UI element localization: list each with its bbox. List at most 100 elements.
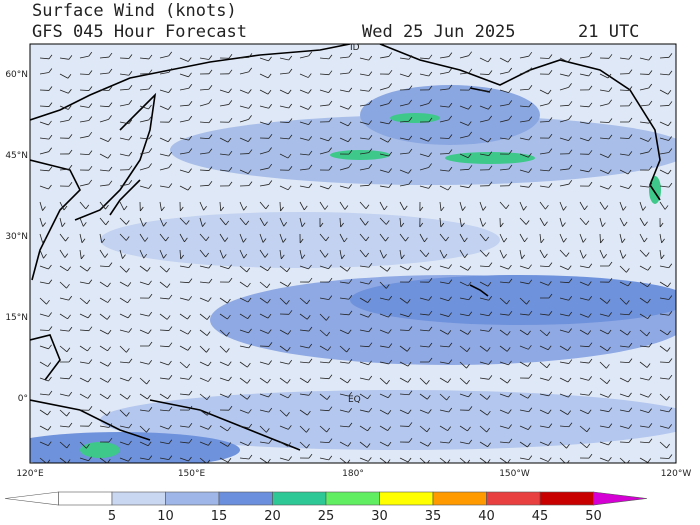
wind-barb [219,169,229,172]
wind-barb [599,425,609,428]
wind-barb [279,329,289,335]
wind-barb [219,89,229,94]
wind-barb [487,57,492,63]
wind-barb [588,342,593,347]
wind-barb [419,222,424,228]
wind-barb [488,105,492,110]
wind-barb [563,238,567,243]
wind-barb [419,265,429,271]
wind-barb [79,120,89,123]
wind-barb [368,342,373,347]
wind-barb [48,184,52,190]
wind-barb [248,343,253,349]
wind-barb [299,361,309,364]
wind-barb [168,88,172,93]
wind-barb [308,51,313,57]
wind-barb [287,330,292,335]
wind-barb [519,201,524,211]
wind-barb [199,313,208,320]
wind-barb [239,329,249,334]
wind-barb [466,347,471,352]
wind-barb [608,99,613,105]
wind-barb [479,409,488,416]
wind-barb [588,52,593,57]
wind-barb [488,375,493,380]
wind-barb [479,361,489,365]
wind-barb [279,72,289,75]
wind-barb [579,425,588,433]
wind-barb [79,377,89,383]
wind-barb [319,409,330,412]
wind-barb [527,394,532,399]
wind-barb [67,266,71,272]
wind-barb [188,115,193,121]
wind-barb [168,51,173,57]
wind-barb [199,137,210,139]
wind-barb [127,282,132,287]
wind-barb [479,441,488,448]
wind-barb [299,185,309,189]
wind-barb [508,181,513,186]
wind-barb [99,393,108,400]
wind-barb [266,283,271,289]
wind-barb [487,410,491,416]
wind-barb [459,377,467,385]
wind-barb [368,457,372,462]
wind-barb [588,71,593,77]
wind-barb [468,183,473,188]
wind-barb [599,137,609,140]
lat-label: 45°N [5,151,28,161]
wind-barb [539,345,549,351]
wind-barb [587,409,592,415]
wind-barb [619,329,628,336]
wind-barb [179,441,189,444]
wind-barb [599,361,607,369]
wind-barb [179,457,189,462]
wind-barb [279,281,288,287]
wind-barb [508,360,512,366]
wind-barb [226,331,230,337]
wind-barb [286,411,290,417]
wind-barb [108,423,113,428]
wind-barb [239,249,245,259]
wind-barb [628,117,633,123]
wind-barb [659,281,668,288]
wind-barb [508,264,512,270]
wind-barb [59,105,69,110]
wind-barb [608,393,612,398]
wind-barb [208,99,212,104]
wind-barb [439,377,448,383]
wind-barb [568,392,572,398]
wind-barb [648,182,653,188]
wind-barb [68,374,73,380]
wind-barb [168,424,172,430]
wind-barb [287,89,292,95]
wind-barb [119,345,127,353]
wind-barb [207,297,212,302]
wind-barb [559,104,570,107]
wind-barb [139,137,149,140]
lon-label: 150°E [178,469,206,479]
wind-barb [99,329,109,335]
wind-barb [206,331,211,336]
wind-barb [359,361,369,366]
colorbar-segment [111,491,166,506]
wind-barb [59,441,68,449]
wind-barb [508,135,513,140]
wind-barb [327,346,332,351]
wind-barb [168,117,173,123]
wind-barb [607,329,612,335]
wind-barb [188,72,192,78]
wind-barb [259,217,265,226]
wind-barb [199,217,203,227]
wind-barb [88,116,93,121]
wind-barb [128,165,133,170]
wind-barb [328,165,333,171]
wind-barb [466,379,470,385]
wind-barb [399,233,406,242]
wind-barb [42,206,46,211]
wind-barb [559,441,567,449]
colorbar-segment [379,491,434,506]
wind-barb [39,169,50,172]
wind-barb [348,310,353,316]
